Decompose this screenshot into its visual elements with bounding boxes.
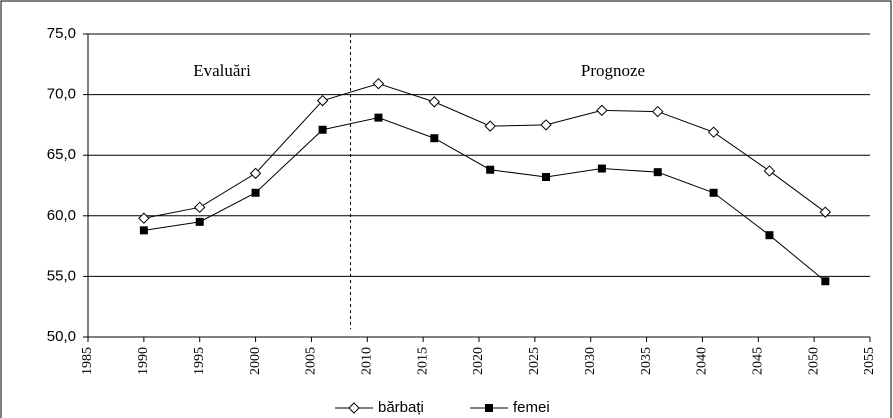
x-tick-label: 2055	[862, 347, 877, 375]
x-tick-label: 1995	[192, 347, 207, 375]
x-tick-label: 2035	[639, 347, 654, 375]
point	[596, 104, 608, 117]
x-tick-label: 2030	[583, 347, 598, 375]
y-tick-label: 60,0	[47, 207, 76, 224]
y-tick-label: 65,0	[47, 146, 76, 163]
legend-marker	[348, 402, 360, 414]
point	[138, 212, 150, 224]
y-tick-label: 55,0	[47, 267, 76, 284]
point	[316, 94, 329, 107]
point	[653, 168, 662, 177]
point	[765, 231, 774, 240]
point	[372, 77, 385, 90]
x-tick-label: 2005	[304, 347, 319, 375]
y-tick-label: 50,0	[47, 328, 76, 345]
point	[139, 226, 148, 235]
legend-label: bărbați	[378, 399, 424, 416]
x-tick-label: 2020	[471, 347, 486, 375]
point	[484, 120, 496, 132]
point	[486, 165, 495, 174]
point	[194, 201, 206, 214]
point	[821, 277, 830, 286]
point	[428, 96, 441, 108]
point	[195, 217, 204, 226]
point	[540, 119, 552, 131]
legend-label: femei	[513, 399, 550, 416]
point	[430, 134, 439, 143]
x-tick-label: 2050	[806, 347, 821, 375]
x-tick-label: 2025	[527, 347, 542, 375]
x-tick-label: 1990	[136, 347, 151, 375]
point	[318, 125, 327, 134]
point	[819, 206, 832, 218]
x-tick-label: 2010	[360, 347, 375, 375]
y-tick-label: 70,0	[47, 86, 76, 103]
annotation: Evaluări	[193, 61, 251, 80]
x-tick-label: 2045	[751, 347, 766, 375]
point	[763, 165, 776, 177]
point	[707, 126, 720, 138]
point	[597, 164, 606, 173]
x-tick-label: 2015	[415, 347, 430, 375]
point	[251, 188, 260, 197]
point	[374, 113, 383, 122]
x-tick-label: 1985	[80, 347, 95, 375]
point	[542, 173, 551, 182]
point	[709, 188, 718, 197]
x-tick-label: 2040	[695, 347, 710, 375]
x-tick-label: 2000	[248, 347, 263, 375]
legend-marker	[485, 404, 493, 412]
series-line	[143, 117, 826, 282]
point	[249, 167, 262, 180]
point	[652, 105, 664, 118]
y-tick-label: 75,0	[47, 25, 76, 42]
annotation: Prognoze	[581, 61, 645, 80]
